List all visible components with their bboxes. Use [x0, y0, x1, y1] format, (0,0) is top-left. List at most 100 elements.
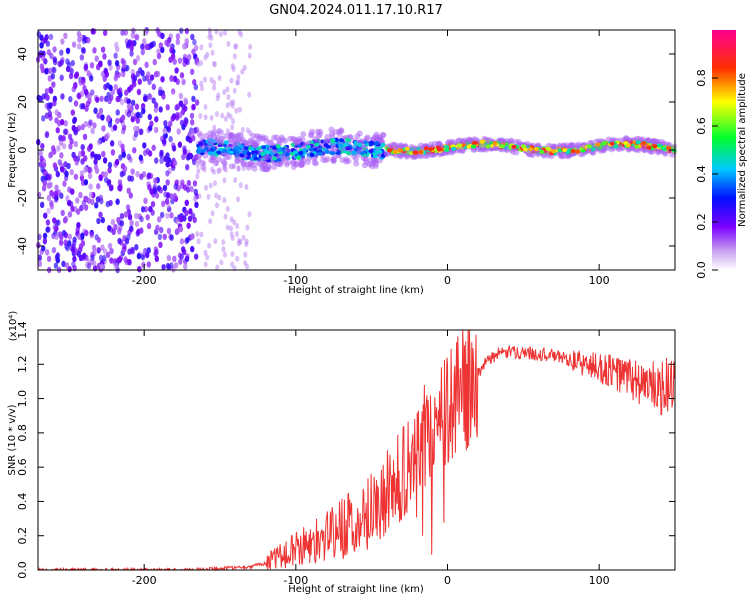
heatmap-cell: [247, 91, 252, 98]
heatmap-cell: [203, 76, 208, 83]
heatmap-cell: [116, 256, 121, 264]
heatmap-cell: [156, 216, 162, 223]
heatmap-cell: [300, 131, 307, 138]
heatmap-cell: [130, 32, 136, 39]
heatmap-cell: [79, 54, 85, 61]
heatmap-cell: [140, 254, 146, 261]
heatmap-cell: [485, 144, 491, 149]
heatmap-cell: [259, 156, 266, 163]
y-tick-label: 40: [16, 47, 29, 61]
heatmap-cell: [324, 149, 330, 154]
figure-title: GN04.2024.011.17.10.R17: [269, 3, 443, 18]
heatmap-cell: [392, 145, 399, 152]
heatmap-cell: [142, 75, 147, 82]
heatmap-cell: [492, 141, 498, 146]
heatmap-cell: [80, 232, 85, 239]
heatmap-cell: [71, 41, 77, 48]
heatmap-cell: [317, 151, 323, 156]
heatmap-cell: [96, 112, 101, 119]
heatmap-cell: [429, 152, 436, 159]
heatmap-cell: [49, 189, 54, 197]
heatmap-cell: [90, 254, 95, 261]
heatmap-cell: [92, 122, 97, 129]
heatmap-cell: [236, 165, 241, 172]
heatmap-cell: [63, 120, 69, 127]
heatmap-cell: [570, 148, 576, 153]
heatmap-cell: [213, 238, 218, 245]
heatmap-cell: [309, 152, 315, 157]
heatmap-cell: [119, 220, 125, 227]
heatmap-cell: [114, 41, 119, 49]
heatmap-cell: [178, 258, 183, 265]
heatmap-cell: [404, 152, 411, 159]
heatmap-cell: [357, 142, 363, 147]
heatmap-cell: [204, 184, 209, 191]
heatmap-cell: [62, 128, 68, 135]
heatmap-cell: [249, 146, 255, 151]
colorbar-tick-label: 0.6: [695, 117, 708, 135]
heatmap-cell: [671, 143, 678, 150]
heatmap-cell: [199, 80, 204, 87]
heatmap-cell: [652, 144, 658, 149]
heatmap-cell: [173, 183, 178, 190]
heatmap-cell: [101, 150, 106, 158]
heatmap-cell: [646, 145, 652, 150]
heatmap-cell: [70, 205, 75, 212]
heatmap-cell: [95, 96, 100, 103]
heatmap-cell: [55, 170, 61, 178]
heatmap-cell: [179, 27, 184, 34]
heatmap-cell: [87, 166, 92, 174]
heatmap-cell: [272, 156, 278, 161]
heatmap-cell: [237, 237, 242, 244]
heatmap-cell: [575, 149, 581, 154]
heatmap-cell: [182, 248, 187, 256]
heatmap-cell: [94, 167, 100, 174]
heatmap-region-2: [195, 126, 388, 173]
heatmap-cell: [152, 187, 158, 195]
heatmap-cell: [59, 74, 64, 81]
heatmap-cell: [52, 99, 57, 107]
heatmap-cell: [153, 177, 158, 184]
heatmap-cell: [198, 112, 203, 119]
heatmap-cell: [203, 103, 208, 110]
heatmap-cell: [200, 85, 205, 92]
heatmap-cell: [356, 130, 363, 137]
heatmap-cell: [368, 149, 374, 154]
heatmap-cell: [151, 83, 156, 91]
heatmap-cell: [170, 197, 175, 205]
heatmap-cell: [196, 60, 201, 67]
heatmap-cell: [89, 75, 94, 82]
heatmap-cell: [186, 179, 192, 187]
x-tick-label: -200: [132, 274, 157, 287]
heatmap-cell: [479, 145, 486, 152]
heatmap-cell: [100, 244, 105, 251]
heatmap-cell: [59, 233, 64, 241]
heatmap-cell: [168, 120, 173, 127]
heatmap-cell: [142, 95, 148, 102]
heatmap-cell: [404, 146, 410, 151]
heatmap-cell: [102, 29, 108, 37]
heatmap-cell: [222, 29, 227, 36]
heatmap-cell: [149, 74, 155, 81]
heatmap-cell: [78, 33, 84, 41]
heatmap-cell: [374, 141, 380, 146]
heatmap-cell: [98, 107, 104, 115]
heatmap-cell: [225, 224, 230, 231]
heatmap-cell: [182, 43, 187, 50]
heatmap-cell: [175, 78, 181, 85]
heatmap-cell: [533, 147, 539, 152]
heatmap-cell: [65, 47, 71, 55]
heatmap-cell: [45, 226, 50, 233]
heatmap-cell: [351, 150, 357, 155]
heatmap-cell: [156, 52, 162, 60]
colorbar-tick-label: 0.4: [695, 165, 708, 183]
heatmap-cell: [47, 67, 53, 75]
heatmap-cell: [190, 33, 195, 41]
heatmap-cell: [161, 200, 166, 208]
heatmap-cell: [158, 241, 163, 249]
heatmap-cell: [129, 44, 134, 52]
heatmap-cell: [144, 61, 149, 69]
heatmap-cell: [217, 74, 222, 81]
heatmap-cell: [121, 63, 127, 70]
